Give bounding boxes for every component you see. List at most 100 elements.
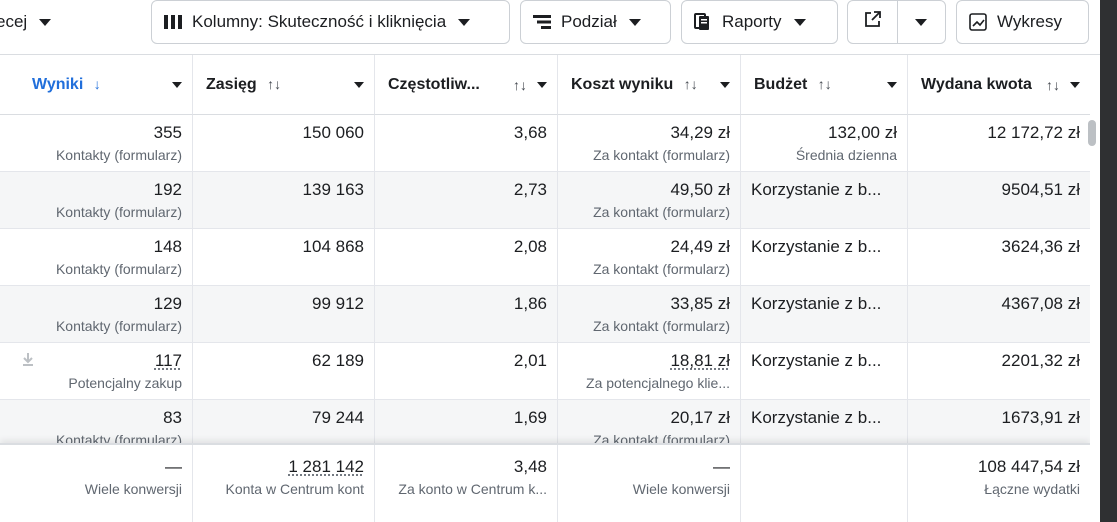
cell-budzet: 132,00 zł Średnia dzienna xyxy=(741,115,908,172)
chevron-down-icon xyxy=(537,81,547,88)
cell-koszt: 49,50 zł Za kontakt (formularz) xyxy=(558,172,741,229)
value: 150 060 xyxy=(302,123,364,142)
scrollbar-thumb[interactable] xyxy=(1088,120,1096,146)
chevron-down-icon xyxy=(915,18,928,26)
scrollbar-track[interactable] xyxy=(1090,55,1100,522)
value: 99 912 xyxy=(312,294,364,313)
value: 2,08 xyxy=(513,237,547,256)
value: — xyxy=(713,457,730,476)
total-zasieg: 1 281 142 Konta w Centrum kont xyxy=(193,445,375,522)
value: 3,48 xyxy=(513,457,547,476)
cell-kwota: 2201,32 zł xyxy=(908,343,1090,400)
cell-kwota: 12 172,72 zł xyxy=(908,115,1090,172)
subtext: Kontakty (formularz) xyxy=(55,204,182,220)
column-header-wyniki[interactable]: Wyniki ↓ xyxy=(0,55,193,115)
column-header-wydana-kwota[interactable]: Wydana kwota ↑↓ xyxy=(908,55,1090,115)
column-header-label: Wyniki ↓ xyxy=(32,75,101,93)
cell-budzet: Korzystanie z b... xyxy=(741,229,908,286)
subtext: Za konto w Centrum k... xyxy=(398,481,547,497)
chevron-down-icon xyxy=(1070,81,1080,88)
cell-koszt: 34,29 zł Za kontakt (formularz) xyxy=(558,115,741,172)
chevron-down-icon xyxy=(887,81,897,88)
value: 24,49 zł xyxy=(670,237,730,256)
reports-button-label: Raporty xyxy=(722,12,782,31)
subtext: Za kontakt (formularz) xyxy=(593,147,730,163)
chevron-down-icon xyxy=(354,81,364,88)
value: 129 xyxy=(153,294,182,313)
table-row[interactable]: 192 Kontakty (formularz) 139 163 2,73 49,… xyxy=(0,172,1090,229)
table-row[interactable]: 117 Potencjalny zakup 62 189 2,01 18,81 z… xyxy=(0,343,1090,400)
reports-button[interactable]: Raporty xyxy=(681,0,838,44)
cell-zasieg: 79 244 xyxy=(193,400,375,457)
table-row[interactable]: 129 Kontakty (formularz) 99 912 1,86 33,8… xyxy=(0,286,1090,343)
column-header-czestotliwosc[interactable]: Częstotliw... ↑↓ xyxy=(375,55,558,115)
sort-icon: ↑↓ xyxy=(817,75,832,92)
totals-row: — Wiele konwersji 1 281 142 Konta w Centru… xyxy=(0,443,1090,522)
value: Korzystanie z b... xyxy=(751,351,882,370)
total-koszt: — Wiele konwersji xyxy=(558,445,741,522)
column-header-zasieg[interactable]: Zasięg ↑↓ xyxy=(193,55,375,115)
value: Korzystanie z b... xyxy=(751,237,882,256)
export-dropdown-button[interactable] xyxy=(898,1,946,43)
chevron-down-icon xyxy=(628,18,641,26)
breakdown-button[interactable]: Podział xyxy=(520,0,671,44)
sort-icon: ↑↓ xyxy=(267,75,282,92)
value: 104 868 xyxy=(302,237,364,256)
value: 192 xyxy=(153,180,182,199)
toolbar: ecej Kolumny: Skuteczność i kliknięcia P… xyxy=(0,0,1117,55)
value: 49,50 zł xyxy=(670,180,730,199)
columns-button[interactable]: Kolumny: Skuteczność i kliknięcia xyxy=(151,0,510,44)
cell-zasieg: 139 163 xyxy=(193,172,375,229)
cell-koszt: 24,49 zł Za kontakt (formularz) xyxy=(558,229,741,286)
sort-down-icon: ↓ xyxy=(93,75,101,92)
column-header-label: Koszt wyniku ↑↓ xyxy=(571,75,698,93)
value: 139 163 xyxy=(302,180,364,199)
value: 18,81 zł xyxy=(670,351,730,370)
charts-button[interactable]: Wykresy xyxy=(956,0,1089,44)
table-row[interactable]: 355 Kontakty (formularz) 150 060 3,68 34,… xyxy=(0,115,1090,172)
column-header-koszt-wyniku[interactable]: Koszt wyniku ↑↓ xyxy=(558,55,741,115)
chevron-down-icon xyxy=(172,81,182,88)
cell-zasieg: 104 868 xyxy=(193,229,375,286)
value: 132,00 zł xyxy=(828,123,897,142)
subtext: Kontakty (formularz) xyxy=(55,318,182,334)
subtext: Kontakty (formularz) xyxy=(55,261,182,277)
value: 1 281 142 xyxy=(288,457,364,476)
columns-button-label: Kolumny: Skuteczność i kliknięcia xyxy=(192,12,447,31)
cell-wyniki: 355 Kontakty (formularz) xyxy=(0,115,193,172)
column-header-budzet[interactable]: Budżet ↑↓ xyxy=(741,55,908,115)
value: 3,68 xyxy=(513,123,547,142)
sort-icon: ↑↓ xyxy=(683,75,698,92)
cell-kwota: 1673,91 zł xyxy=(908,400,1090,457)
subtext: Średnia dzienna xyxy=(795,147,897,163)
value: 1,86 xyxy=(513,294,547,313)
subtext: Za kontakt (formularz) xyxy=(593,261,730,277)
export-button-group xyxy=(847,0,946,44)
value: 1,69 xyxy=(513,408,547,427)
cell-czestotliwosc: 1,86 xyxy=(375,286,558,343)
partial-dropdown[interactable]: ecej xyxy=(0,0,52,44)
cell-kwota: 4367,08 zł xyxy=(908,286,1090,343)
value: 62 189 xyxy=(312,351,364,370)
export-button[interactable] xyxy=(848,1,898,43)
cell-wyniki: 117 Potencjalny zakup xyxy=(0,343,193,400)
value: Korzystanie z b... xyxy=(751,180,882,199)
value: 355 xyxy=(153,123,182,142)
cell-czestotliwosc: 2,01 xyxy=(375,343,558,400)
value: 83 xyxy=(163,408,182,427)
cell-zasieg: 62 189 xyxy=(193,343,375,400)
table-row[interactable]: 148 Kontakty (formularz) 104 868 2,08 24,… xyxy=(0,229,1090,286)
value: 12 172,72 zł xyxy=(987,123,1080,142)
total-wyniki: — Wiele konwersji xyxy=(0,445,193,522)
value: 2201,32 zł xyxy=(1001,351,1080,370)
breakdown-button-label: Podział xyxy=(561,12,617,31)
subtext: Za kontakt (formularz) xyxy=(593,204,730,220)
subtext: Konta w Centrum kont xyxy=(225,481,364,497)
value: 9504,51 zł xyxy=(1001,180,1080,199)
subtext: Wiele konwersji xyxy=(84,481,182,497)
chevron-down-icon xyxy=(39,18,52,26)
value: Korzystanie z b... xyxy=(751,294,882,313)
window-edge xyxy=(1100,0,1117,522)
cell-kwota: 3624,36 zł xyxy=(908,229,1090,286)
cell-wyniki: 129 Kontakty (formularz) xyxy=(0,286,193,343)
